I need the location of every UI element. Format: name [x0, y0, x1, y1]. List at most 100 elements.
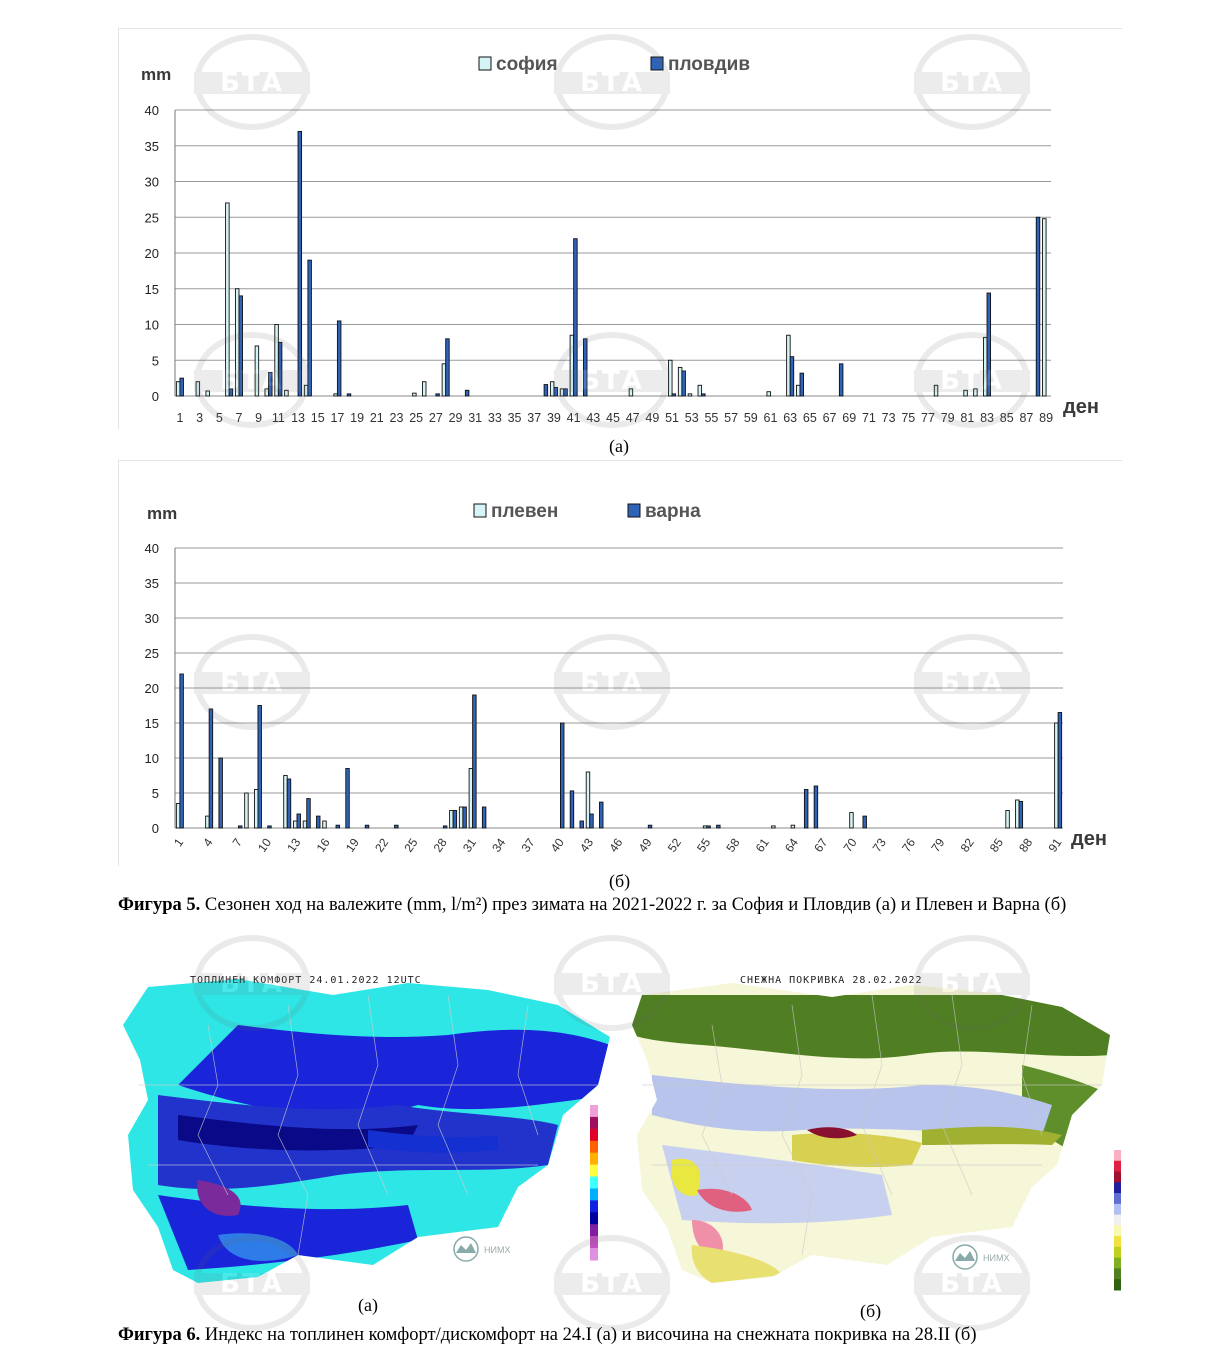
x-tick-label: 58 [723, 835, 742, 854]
bar-пловдив [268, 371, 273, 397]
map-a-legend [590, 1105, 598, 1261]
bar-варна [579, 820, 584, 829]
bar-пловдив [238, 295, 243, 397]
x-tick-label: 88 [1016, 835, 1035, 854]
x-tick-label: 7 [236, 411, 243, 425]
bar-варна [862, 815, 867, 829]
bar-пловдив [799, 372, 805, 397]
x-tick-label: 76 [899, 835, 918, 854]
bar-пловдив [986, 292, 992, 397]
bar-варна [306, 798, 311, 829]
legend-label: софия [496, 54, 558, 75]
x-tick-label: 49 [645, 411, 659, 425]
bar-софия [559, 388, 565, 397]
x-tick-label: 67 [823, 411, 837, 425]
bar-плевен [302, 820, 308, 829]
bar-пловдив [838, 363, 844, 397]
bar-пловдив [307, 259, 312, 397]
bar-плевен [322, 820, 327, 829]
legend-swatch [627, 503, 641, 518]
x-tick-label: 19 [343, 835, 362, 854]
heat-comfort-map-svg: НИМХ [123, 979, 610, 1283]
bar-пловдив [464, 389, 470, 397]
x-tick-label: 77 [921, 411, 935, 425]
bar-софия [254, 345, 260, 397]
x-tick-label: 81 [960, 411, 974, 425]
y-tick-label: 0 [152, 821, 159, 836]
bar-варна [335, 824, 340, 829]
bar-софия [264, 388, 269, 397]
bar-софия [697, 384, 703, 397]
y-tick-label: 0 [152, 389, 159, 404]
bar-плевен [1015, 799, 1020, 829]
nimh-text-b: НИМХ [983, 1253, 1009, 1263]
bar-варна [267, 825, 272, 829]
y-tick-label: 25 [145, 646, 159, 661]
bar-софия [303, 384, 309, 397]
x-tick-label: 15 [311, 411, 325, 425]
bar-варна [179, 673, 184, 829]
bar-пловдив [445, 338, 450, 397]
bar-варна [442, 825, 448, 829]
legend-color [1114, 1279, 1121, 1291]
legend-color [1114, 1203, 1121, 1216]
bar-софия [766, 391, 771, 397]
bar-софия [786, 334, 791, 397]
y-tick-label: 40 [145, 103, 159, 118]
bar-варна [1018, 800, 1024, 829]
legend-color [1114, 1182, 1121, 1194]
x-tick-label: 10 [255, 835, 274, 854]
bar-варна [706, 825, 711, 829]
x-tick-label: 34 [489, 835, 508, 854]
map-a-title: ТОПЛИНЕН КОМФОРТ 24.01.2022 12UTC [190, 975, 422, 986]
legend-color [1114, 1268, 1121, 1280]
x-tick-label: 28 [431, 835, 450, 854]
legend-color [590, 1116, 598, 1130]
bar-плевен [458, 806, 464, 829]
bar-плевен [293, 820, 298, 829]
bar-плевен [468, 768, 474, 829]
legend-color [1114, 1257, 1121, 1269]
bar-варна [813, 785, 819, 829]
legend-color [590, 1164, 598, 1178]
bar-пловдив [671, 393, 677, 397]
legend-swatch [650, 56, 664, 71]
x-tick-label: 27 [429, 411, 443, 425]
map-b-label: (б) [860, 1301, 882, 1321]
bar-плевен [449, 810, 454, 829]
nimh-text-a: НИМХ [484, 1245, 510, 1255]
map-b-title: СНЕЖНА ПОКРИВКА 28.02.2022 [740, 975, 923, 986]
bar-софия [274, 324, 279, 397]
bar-варна [237, 825, 243, 829]
legend-color [590, 1224, 598, 1237]
legend-color [1114, 1225, 1121, 1237]
bar-софия [1042, 218, 1047, 397]
bar-плевен [771, 825, 776, 829]
bar-пловдив [228, 388, 234, 397]
x-tick-label: 49 [636, 835, 655, 854]
x-tick-label: 43 [577, 835, 596, 854]
y-tick-label: 35 [145, 576, 159, 591]
x-tick-label: 19 [350, 411, 364, 425]
x-tick-label: 85 [987, 835, 1006, 854]
bar-софия [175, 381, 181, 397]
legend-color [590, 1188, 598, 1201]
x-tick-label: 33 [488, 411, 502, 425]
legend-color [1114, 1193, 1121, 1205]
x-tick-label: 5 [216, 411, 223, 425]
x-tick-label: 73 [870, 835, 889, 854]
x-tick-label: 40 [548, 835, 567, 854]
bar-софия [628, 388, 634, 397]
chart-a-label: (а) [609, 436, 629, 456]
legend-color [1114, 1214, 1121, 1226]
bar-пловдив [1035, 216, 1041, 397]
legend-color [590, 1236, 598, 1249]
y-tick-label: 5 [152, 786, 159, 801]
x-tick-label: 13 [284, 835, 303, 854]
legend-color [590, 1212, 598, 1225]
x-tick-label: 85 [1000, 411, 1014, 425]
legend-color [1114, 1236, 1121, 1248]
bar-софия [549, 381, 555, 397]
bar-софия [933, 384, 939, 397]
bar-софия [973, 388, 978, 397]
